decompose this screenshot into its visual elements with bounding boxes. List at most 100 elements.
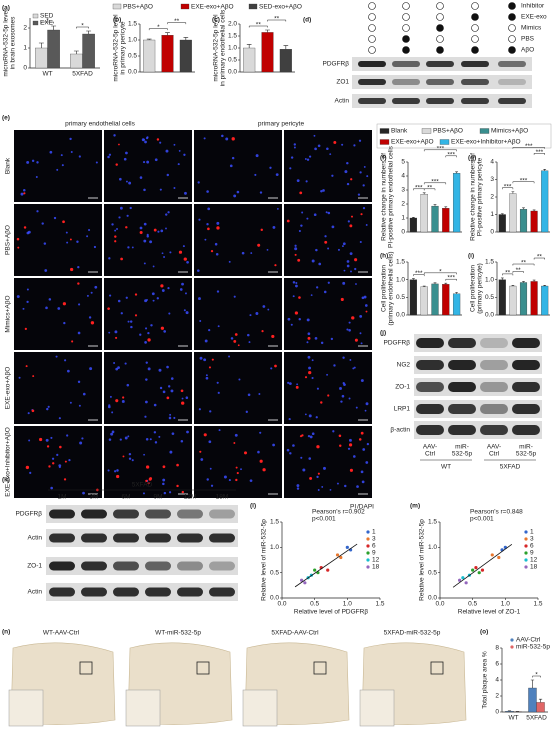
significance-label: *: [46, 18, 49, 25]
condition-marker: [508, 24, 516, 32]
nucleus: [58, 417, 61, 420]
blot-band: [358, 61, 386, 67]
nucleus: [121, 399, 125, 403]
nucleus: [185, 311, 189, 315]
nucleus: [177, 163, 180, 166]
nucleus: [82, 491, 85, 495]
nucleus: [57, 307, 61, 310]
nucleus: [362, 184, 365, 187]
y-tick-label: 1.0: [485, 276, 494, 283]
blot-band: [113, 561, 139, 571]
nucleus: [207, 207, 211, 211]
blot-band: [145, 509, 171, 519]
significance-bracket: [76, 26, 89, 29]
nucleus: [296, 487, 300, 490]
nucleus: [141, 138, 145, 142]
y-axis-label: microRNA-532-5p level: [3, 9, 10, 77]
pi-signal: [234, 333, 238, 336]
nucleus: [325, 211, 328, 214]
nucleus: [161, 252, 164, 255]
pi-signal: [243, 451, 248, 455]
nucleus: [344, 170, 348, 174]
nucleus: [127, 246, 130, 249]
error-bar: [444, 206, 448, 209]
pi-signal: [71, 340, 74, 343]
row-label: EXE-exo+Inhibitor+AβO: [5, 427, 12, 497]
nucleus: [44, 269, 48, 272]
significance-bracket: [532, 675, 541, 678]
panel-label: (d): [303, 17, 311, 24]
nucleus: [229, 164, 233, 168]
nucleus: [167, 211, 170, 214]
nucleus: [249, 314, 252, 317]
legend-label: SED-exo+AβO: [259, 4, 302, 11]
pi-signal: [70, 267, 74, 272]
nucleus: [143, 453, 146, 456]
nucleus: [139, 226, 143, 230]
nucleus: [359, 240, 362, 244]
pi-signal: [153, 228, 157, 232]
nucleus: [79, 441, 83, 445]
significance-label: ***: [447, 151, 455, 158]
nucleus: [166, 365, 169, 369]
x-tick-label: 0.0: [277, 601, 286, 608]
blot-band: [461, 98, 489, 104]
legend-label: 1: [530, 529, 534, 536]
blot-band: [480, 404, 508, 414]
nucleus: [18, 376, 21, 379]
nucleus: [313, 213, 317, 217]
legend-label: 6: [530, 543, 534, 550]
nucleus: [290, 323, 293, 326]
nucleus: [267, 308, 270, 311]
nucleus: [147, 331, 150, 335]
nucleus: [31, 159, 35, 163]
error-bar: [412, 217, 415, 218]
legend-label: 18: [372, 564, 380, 571]
nucleus: [349, 252, 353, 256]
nucleus: [146, 298, 148, 301]
nucleus: [65, 231, 68, 234]
nucleus: [309, 435, 313, 439]
nucleus: [146, 160, 150, 164]
nucleus: [217, 325, 220, 328]
blot-band: [426, 61, 454, 67]
bar: [409, 279, 418, 316]
pi-signal: [125, 226, 128, 229]
nucleus: [236, 190, 240, 194]
nucleus: [107, 469, 110, 472]
protein-label: NG2: [397, 362, 411, 369]
x-tick-label: 1.0: [343, 601, 352, 608]
nucleus: [169, 413, 172, 416]
significance-label: *: [157, 24, 160, 31]
nucleus: [231, 156, 235, 160]
significance-label: *: [439, 268, 442, 275]
bar: [70, 53, 83, 69]
y-tick-label: 1.0: [128, 37, 137, 44]
nucleus: [228, 355, 231, 358]
nucleus: [315, 416, 318, 419]
protein-label: LRP1: [394, 406, 411, 413]
nucleus: [151, 292, 155, 296]
nucleus: [269, 166, 272, 169]
bar: [420, 286, 428, 316]
nucleus: [22, 307, 25, 310]
nucleus: [165, 227, 167, 230]
x-tick-label: 5XFAD: [72, 71, 93, 78]
pi-signal: [349, 468, 353, 472]
pi-signal: [156, 138, 160, 141]
x-tick-label: 1.5: [533, 601, 542, 608]
pi-signal: [274, 264, 277, 267]
nucleus: [292, 281, 296, 284]
nucleus: [287, 381, 290, 384]
y-tick-label: 8: [495, 645, 499, 652]
nucleus: [247, 393, 251, 397]
nucleus: [314, 336, 318, 340]
y-tick-label: 1.0: [270, 544, 279, 551]
nucleus: [108, 438, 112, 441]
nucleus: [228, 479, 231, 482]
inset: [359, 689, 395, 727]
nucleus: [70, 150, 73, 153]
nucleus: [182, 245, 185, 248]
nucleus: [289, 167, 292, 170]
nucleus: [324, 235, 327, 238]
